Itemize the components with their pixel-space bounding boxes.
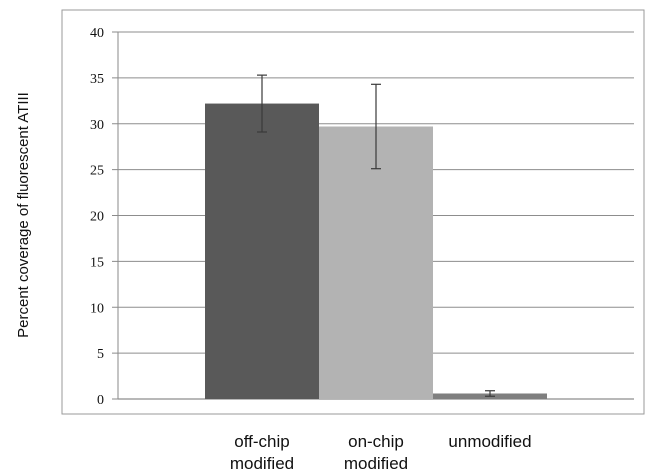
- category-label-2: unmodified: [448, 432, 531, 451]
- category-label-0: off-chip: [234, 432, 289, 451]
- y-axis-label: Percent coverage of fluorescent ATIII: [15, 92, 32, 338]
- bar-1: [319, 126, 433, 399]
- bar-0: [205, 103, 319, 399]
- y-tick-label: 15: [90, 255, 104, 270]
- y-tick-label: 10: [90, 301, 104, 316]
- y-tick-label: 5: [97, 347, 104, 362]
- y-tick-label: 20: [90, 210, 104, 225]
- category-label-1: on-chip: [348, 432, 404, 451]
- chart-frame: [61, 9, 645, 415]
- y-tick-label: 25: [90, 164, 104, 179]
- y-tick-label: 35: [90, 72, 104, 87]
- y-tick-label: 40: [90, 26, 104, 41]
- y-tick-label: 30: [90, 118, 104, 133]
- category-label-0: modified: [230, 454, 294, 473]
- category-label-1: modified: [344, 454, 408, 473]
- y-tick-label: 0: [97, 393, 104, 408]
